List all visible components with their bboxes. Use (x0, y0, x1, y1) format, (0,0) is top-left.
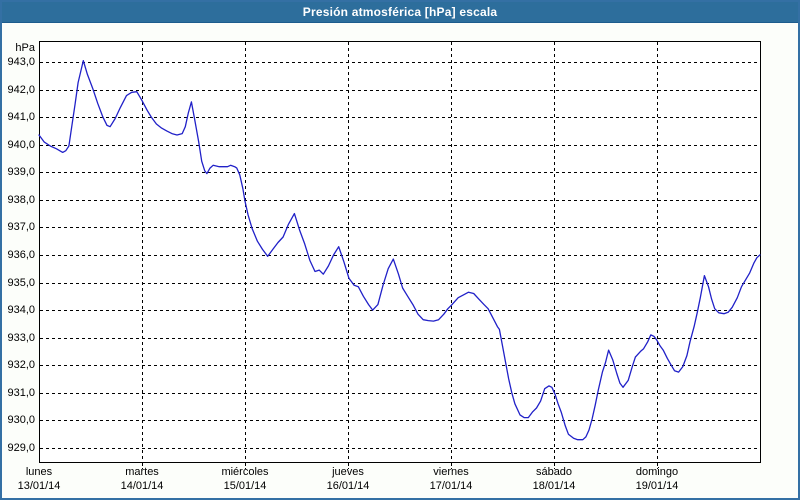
x-date-label: 14/01/14 (120, 480, 164, 492)
y-tick-label: 938,0 (7, 194, 35, 206)
y-tick-label: 939,0 (7, 166, 35, 178)
y-tick-label: 942,0 (7, 84, 35, 96)
y-tick-label: 934,0 (7, 304, 35, 316)
y-tick-label: 930,0 (7, 414, 35, 426)
x-day-label: lunes (25, 466, 53, 478)
chart-title-bar: Presión atmosférica [hPa] escala (2, 2, 798, 23)
y-tick-label: 931,0 (7, 387, 35, 399)
x-day-label: viernes (433, 466, 469, 478)
x-date-label: 17/01/14 (429, 480, 473, 492)
x-day-label: domingo (635, 466, 679, 478)
x-day-label: jueves (332, 466, 364, 478)
x-date-label: 18/01/14 (532, 480, 576, 492)
y-tick-label: 932,0 (7, 359, 35, 371)
y-tick-label: 940,0 (7, 139, 35, 151)
y-tick-label: 933,0 (7, 332, 35, 344)
y-tick-label: 943,0 (7, 56, 35, 68)
y-tick-label: 941,0 (7, 111, 35, 123)
y-tick-label: 936,0 (7, 249, 35, 261)
y-tick-label: 929,0 (7, 442, 35, 454)
y-tick-label: 935,0 (7, 277, 35, 289)
x-date-label: 15/01/14 (223, 480, 267, 492)
y-tick-label: 937,0 (7, 221, 35, 233)
plot-border (39, 41, 761, 463)
x-day-label: sábado (535, 466, 573, 478)
x-day-label: miércoles (221, 466, 269, 478)
x-date-label: 19/01/14 (635, 480, 679, 492)
x-day-label: martes (125, 466, 159, 478)
x-date-label: 13/01/14 (17, 480, 61, 492)
x-date-label: 16/01/14 (326, 480, 370, 492)
chart-title: Presión atmosférica [hPa] escala (302, 5, 498, 19)
y-axis-unit-label: hPa (15, 42, 35, 54)
pressure-series-line (38, 59, 761, 441)
